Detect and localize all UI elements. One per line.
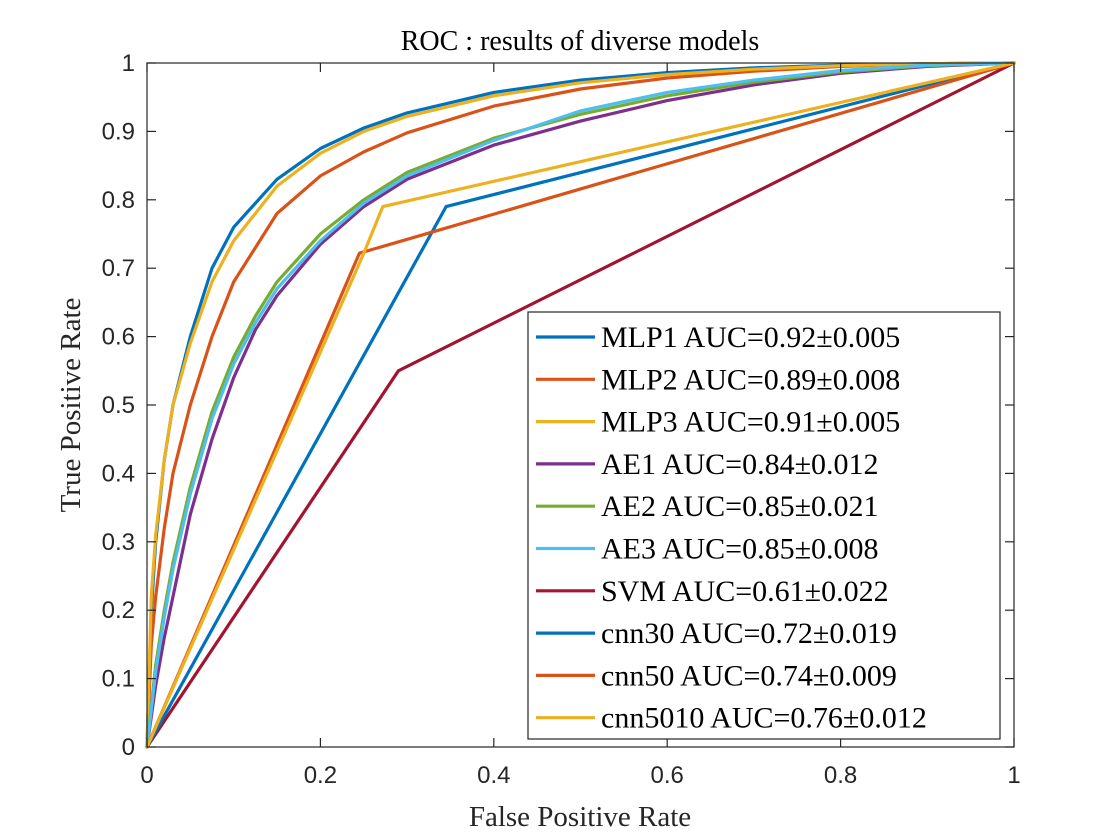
legend-entry: cnn5010 AUC=0.76±0.012 [601,702,927,735]
y-tick-label: 0 [122,734,135,761]
y-tick-label: 0.1 [102,666,135,693]
legend-entry: AE2 AUC=0.85±0.021 [601,490,879,523]
x-tick-label: 0.4 [477,762,510,789]
legend-entry: SVM AUC=0.61±0.022 [601,575,889,608]
y-tick-label: 0.7 [102,255,135,282]
legend-entry: cnn30 AUC=0.72±0.019 [601,617,897,650]
series-line-1 [145,61,1016,749]
x-axis-label: False Positive Rate [469,801,691,833]
legend-entry: MLP1 AUC=0.92±0.005 [601,321,900,354]
ticks-layer: 0 0.2 0.4 0.6 0.8 1 0 0.1 0.2 0.3 0.4 0.5 0.6 0.7 0.8 0… [102,50,1021,789]
series-line-5 [145,61,1016,749]
x-tick-label: 0.6 [651,762,684,789]
legend-entry: MLP2 AUC=0.89±0.008 [601,363,900,396]
y-tick-label: 0.6 [102,324,135,351]
series-line-3 [145,61,1016,749]
legend-entry: AE1 AUC=0.84±0.012 [601,448,879,481]
legend-entry: cnn50 AUC=0.74±0.009 [601,659,897,692]
y-tick-label: 0.3 [102,529,135,556]
chart-title: ROC : results of diverse models [401,26,760,57]
series-line-9 [145,61,1016,749]
legend-entry: MLP3 AUC=0.91±0.005 [601,406,900,439]
series-line-7 [145,61,1016,749]
y-tick-label: 1 [122,50,135,77]
x-tick-label: 1 [1007,762,1020,789]
y-tick-label: 0.8 [102,187,135,214]
series-line-2 [145,61,1016,749]
y-tick-label: 0.9 [102,118,135,145]
legend: MLP1 AUC=0.92±0.005 MLP2 AUC=0.89±0.008 ML… [527,311,1001,740]
axes-layer [146,62,1015,748]
legend-entry: AE3 AUC=0.85±0.008 [601,533,879,566]
y-axis-label: True Positive Rate [55,298,87,513]
y-tick-label: 0.5 [102,392,135,419]
series-line-6 [145,61,1016,749]
legend-box [527,311,1001,740]
x-tick-label: 0 [140,762,153,789]
series-layer [145,61,1016,749]
x-tick-label: 0.8 [824,762,857,789]
x-tick-label: 0.2 [304,762,337,789]
y-tick-label: 0.2 [102,597,135,624]
y-tick-label: 0.4 [102,460,135,487]
